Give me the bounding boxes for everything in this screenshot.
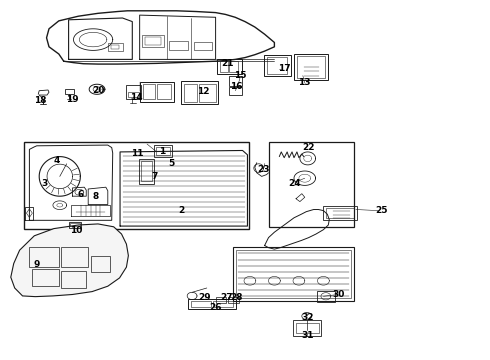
Text: 26: 26 bbox=[209, 303, 222, 312]
Bar bbox=[108, 43, 122, 51]
Bar bbox=[181, 81, 218, 104]
Text: 10: 10 bbox=[70, 226, 82, 235]
Bar bbox=[143, 84, 155, 99]
Bar bbox=[141, 161, 152, 181]
Text: 28: 28 bbox=[230, 293, 243, 302]
Text: 19: 19 bbox=[66, 94, 79, 104]
Text: 25: 25 bbox=[375, 206, 388, 215]
Text: 23: 23 bbox=[257, 165, 270, 174]
Bar bbox=[128, 92, 139, 97]
Text: 31: 31 bbox=[301, 331, 314, 340]
Text: 7: 7 bbox=[151, 172, 158, 181]
Bar bbox=[169, 41, 188, 50]
Text: 29: 29 bbox=[198, 293, 211, 302]
Text: 9: 9 bbox=[33, 260, 40, 269]
Text: 16: 16 bbox=[230, 82, 243, 91]
Text: 2: 2 bbox=[178, 206, 184, 215]
Bar bbox=[326, 208, 354, 218]
Text: 20: 20 bbox=[92, 86, 104, 95]
Bar bbox=[61, 247, 88, 267]
Bar bbox=[199, 84, 216, 102]
Bar bbox=[191, 301, 211, 307]
Bar bbox=[70, 223, 80, 226]
Bar bbox=[236, 250, 351, 298]
Bar bbox=[65, 89, 74, 94]
Text: 22: 22 bbox=[302, 143, 315, 152]
Bar bbox=[184, 84, 197, 102]
Polygon shape bbox=[11, 224, 128, 297]
Text: 12: 12 bbox=[197, 87, 210, 96]
Bar bbox=[213, 301, 233, 307]
Text: 3: 3 bbox=[41, 179, 47, 188]
Text: 24: 24 bbox=[289, 179, 301, 188]
Bar bbox=[264, 55, 291, 76]
Bar bbox=[296, 323, 318, 333]
Bar bbox=[233, 247, 354, 301]
Bar bbox=[229, 76, 242, 86]
Text: 15: 15 bbox=[234, 71, 246, 80]
Bar bbox=[140, 82, 174, 102]
Bar bbox=[32, 269, 59, 286]
Bar bbox=[293, 320, 321, 336]
Bar bbox=[24, 142, 249, 229]
Bar bbox=[269, 142, 354, 227]
Text: 8: 8 bbox=[93, 192, 98, 201]
Bar bbox=[220, 61, 228, 72]
Bar bbox=[297, 56, 325, 78]
Bar bbox=[229, 61, 238, 72]
Text: 11: 11 bbox=[131, 149, 144, 158]
Text: 18: 18 bbox=[34, 96, 47, 105]
Text: 13: 13 bbox=[297, 78, 310, 87]
Bar bbox=[139, 159, 154, 184]
Bar bbox=[145, 37, 161, 45]
Text: 6: 6 bbox=[78, 190, 84, 199]
Bar bbox=[216, 297, 226, 303]
Bar bbox=[142, 35, 164, 47]
Bar bbox=[194, 42, 212, 50]
Bar bbox=[188, 299, 236, 309]
Bar bbox=[157, 84, 171, 99]
Text: 14: 14 bbox=[130, 93, 143, 102]
Bar bbox=[69, 222, 81, 228]
Bar bbox=[126, 85, 141, 99]
Text: 5: 5 bbox=[169, 159, 174, 168]
Bar bbox=[156, 147, 170, 155]
Bar bbox=[111, 45, 119, 49]
Bar bbox=[217, 59, 242, 74]
Bar bbox=[294, 54, 328, 80]
Text: 27: 27 bbox=[220, 293, 233, 302]
Bar bbox=[228, 297, 239, 303]
Text: 30: 30 bbox=[332, 290, 344, 299]
Bar bbox=[154, 145, 172, 157]
Bar bbox=[91, 256, 110, 272]
Bar bbox=[317, 291, 335, 302]
Bar bbox=[229, 87, 242, 95]
Bar bbox=[323, 206, 357, 220]
Text: 32: 32 bbox=[301, 313, 314, 322]
Bar bbox=[61, 271, 86, 288]
Text: 1: 1 bbox=[159, 147, 165, 156]
Text: 4: 4 bbox=[53, 156, 60, 165]
Text: 17: 17 bbox=[278, 64, 291, 73]
Text: 21: 21 bbox=[221, 58, 234, 68]
Bar bbox=[267, 57, 287, 74]
Bar bbox=[29, 247, 59, 267]
